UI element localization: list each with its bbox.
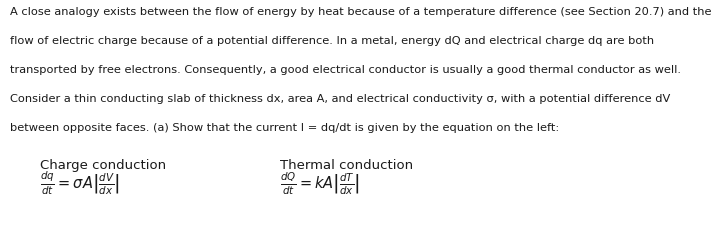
Text: Thermal conduction: Thermal conduction [280,159,414,172]
Text: transported by free electrons. Consequently, a good electrical conductor is usua: transported by free electrons. Consequen… [10,65,681,76]
Text: $\frac{dq}{dt} = \sigma A\left|\frac{dV}{dx}\right|$: $\frac{dq}{dt} = \sigma A\left|\frac{dV}… [40,169,120,197]
Text: $\frac{dQ}{dt} = kA\left|\frac{dT}{dx}\right|$: $\frac{dQ}{dt} = kA\left|\frac{dT}{dx}\r… [280,170,360,197]
Text: flow of electric charge because of a potential difference. In a metal, energy dQ: flow of electric charge because of a pot… [10,36,654,46]
Text: between opposite faces. (a) Show that the current I = dq/dt is given by the equa: between opposite faces. (a) Show that th… [10,123,559,134]
Text: Consider a thin conducting slab of thickness dx, area A, and electrical conducti: Consider a thin conducting slab of thick… [10,94,670,105]
Text: Charge conduction: Charge conduction [40,159,166,172]
Text: A close analogy exists between the flow of energy by heat because of a temperatu: A close analogy exists between the flow … [10,7,712,17]
